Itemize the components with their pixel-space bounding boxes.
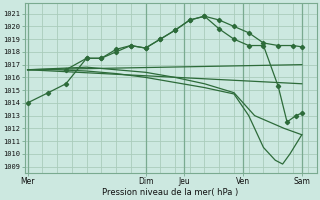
X-axis label: Pression niveau de la mer( hPa ): Pression niveau de la mer( hPa ) (102, 188, 239, 197)
